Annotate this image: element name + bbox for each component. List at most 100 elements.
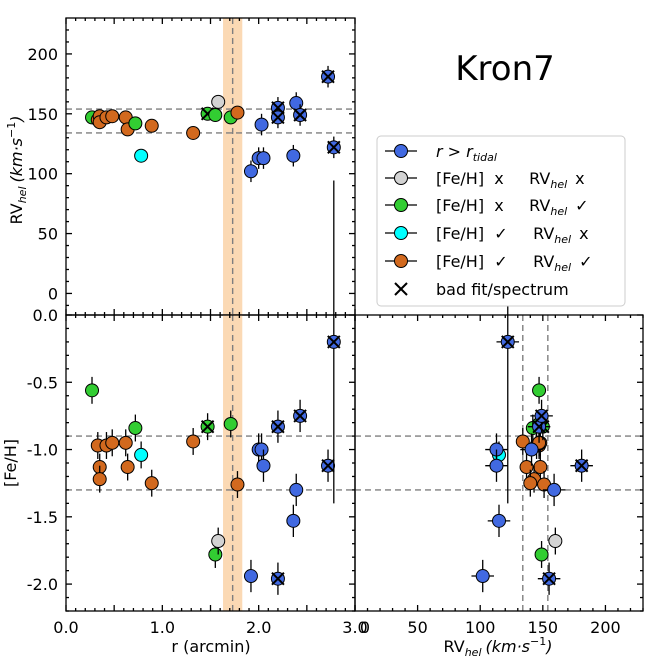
feh-point: [144, 476, 159, 491]
legend-label-outside-tidal: r > r: [436, 142, 474, 161]
feh-rv-point: [524, 442, 539, 457]
legend-mark-feh-ok-rv-x: x: [579, 224, 588, 243]
rv-point-bad-mark: [293, 108, 307, 122]
rv-vs-radius-panel: 0 50 100 150 200: [27, 17, 356, 316]
xtick-label: 100: [465, 618, 496, 637]
legend-marker-feh-ok-rv-ok: [394, 254, 408, 268]
legend-marker-feh-x-rv-x: [394, 171, 408, 185]
svg-text:[Fe/H] ✓ RVhel✓: [Fe/H] ✓ RVhel ✓: [436, 252, 592, 274]
legend-mark-feh-ok-rv-ok: ✓: [579, 252, 592, 271]
feh-point: [230, 477, 245, 492]
legend-label-bad-fit: bad fit/spectrum: [436, 280, 569, 299]
rv-point-bad-mark: [271, 110, 285, 125]
feh-rv-point: [492, 513, 506, 528]
feh-point: [256, 458, 271, 473]
ytick-label: -0.5: [27, 373, 58, 392]
rv-point: [254, 117, 269, 132]
top-left-ylabel: RVhel(km·s−1): [5, 116, 29, 225]
feh-point: [85, 383, 100, 398]
rv-point: [243, 164, 258, 179]
rv-point: [286, 148, 301, 163]
legend-mark-feh-x-rv-x: x: [575, 169, 584, 188]
ytick-label: 150: [27, 105, 58, 124]
ytick-label: 200: [27, 45, 58, 64]
rv-point: [230, 105, 245, 120]
feh-point: [243, 569, 258, 584]
feh-point: [120, 460, 135, 475]
legend: r > rtidal [Fe/H] x RVhel x [Fe/H] x RVhe…: [376, 135, 626, 307]
xtick-label: 150: [528, 618, 559, 637]
legend-sub-feh-ok-rv-ok: hel: [554, 261, 571, 274]
rv-point: [211, 94, 226, 109]
legend-marker-feh-ok-rv-x: [394, 226, 408, 240]
tidal-radius-band: [223, 18, 243, 315]
feh-point: [118, 435, 133, 450]
feh-rv-point: [515, 434, 530, 449]
feh-point: [208, 547, 223, 562]
legend-marker-feh-x-rv-ok: [394, 198, 408, 212]
legend-label-feh-ok-rv-x: [Fe/H] ✓ RV: [436, 224, 554, 243]
ytick-label: -1.0: [27, 441, 58, 460]
legend-label-feh-x-rv-ok: [Fe/H] x RV: [436, 196, 550, 215]
svg-text:r > rtidal: r > rtidal: [436, 142, 497, 164]
rv-point-bad-mark: [321, 69, 335, 84]
feh-point: [254, 442, 269, 457]
chart-title: Kron7: [455, 49, 555, 89]
feh-point: [223, 416, 238, 431]
feh-rv-point: [489, 458, 504, 473]
feh-point-bad-mark: [271, 419, 285, 434]
rv-point: [128, 116, 143, 131]
feh-rv-point-bad-mark: [542, 572, 556, 586]
feh-rv-point-bad-mark: [534, 409, 549, 423]
feh-point: [289, 482, 304, 497]
legend-mark-feh-x-rv-ok: ✓: [575, 196, 588, 215]
rv-point: [256, 151, 271, 166]
bottom-right-xlabel: RVhel (km·s−1): [444, 635, 553, 659]
feh-rv-point: [475, 569, 490, 584]
rv-point: [208, 108, 223, 123]
xtick-label: 1.0: [150, 618, 175, 637]
ytick-label: 0.0: [33, 306, 58, 325]
feh-point: [286, 513, 301, 528]
metallicity-vs-radius-panel: 0.0 1.0 2.0 3.0 0.0 -0.5 -1.0 -1.5 -2.0: [27, 180, 368, 637]
xtick-label: 3.0: [342, 618, 367, 637]
feh-point-bad-mark: [271, 572, 285, 586]
bottom-left-frame: [65, 314, 356, 612]
top-left-frame: [65, 17, 356, 316]
rv-point: [105, 109, 120, 124]
feh-point: [92, 472, 107, 487]
feh-rv-point: [532, 383, 547, 398]
feh-rv-point-bad-mark: [574, 458, 589, 473]
feh-point-bad-mark: [293, 409, 307, 423]
bottom-left-xlabel: r (arcmin): [171, 637, 250, 656]
feh-rv-point-bad-mark: [501, 335, 515, 349]
xtick-label: 200: [590, 618, 621, 637]
rv-point: [289, 96, 304, 111]
legend-label-feh-x-rv-x: [Fe/H] x RV: [436, 169, 550, 188]
ytick-label: 50: [38, 225, 58, 244]
feh-rv-point: [534, 547, 549, 562]
rv-point: [144, 118, 159, 133]
feh-rv-point: [547, 482, 562, 497]
legend-marker-bad-fit: [394, 282, 408, 296]
feh-point: [211, 534, 226, 549]
xtick-label: 2.0: [246, 618, 271, 637]
feh-rv-point: [533, 460, 548, 475]
feh-point-bad-mark: [200, 419, 215, 434]
ytick-label: 100: [27, 165, 58, 184]
rv-point: [134, 148, 149, 163]
rv-point-bad-mark: [327, 140, 341, 155]
legend-sub-feh-ok-rv-x: hel: [554, 233, 571, 246]
feh-point: [128, 421, 143, 436]
legend-marker-outside-tidal: [394, 144, 408, 158]
legend-sub-outside-tidal: tidal: [473, 151, 497, 164]
rv-point: [186, 125, 201, 140]
feh-rv-point: [548, 534, 563, 549]
ytick-label: -1.5: [27, 508, 58, 527]
legend-sub-feh-x-rv-ok: hel: [550, 205, 567, 218]
ytick-label: -2.0: [27, 575, 58, 594]
ytick-label: 0: [48, 284, 58, 303]
metallicity-vs-rv-panel: 0 50 100 150 200: [354, 180, 644, 637]
